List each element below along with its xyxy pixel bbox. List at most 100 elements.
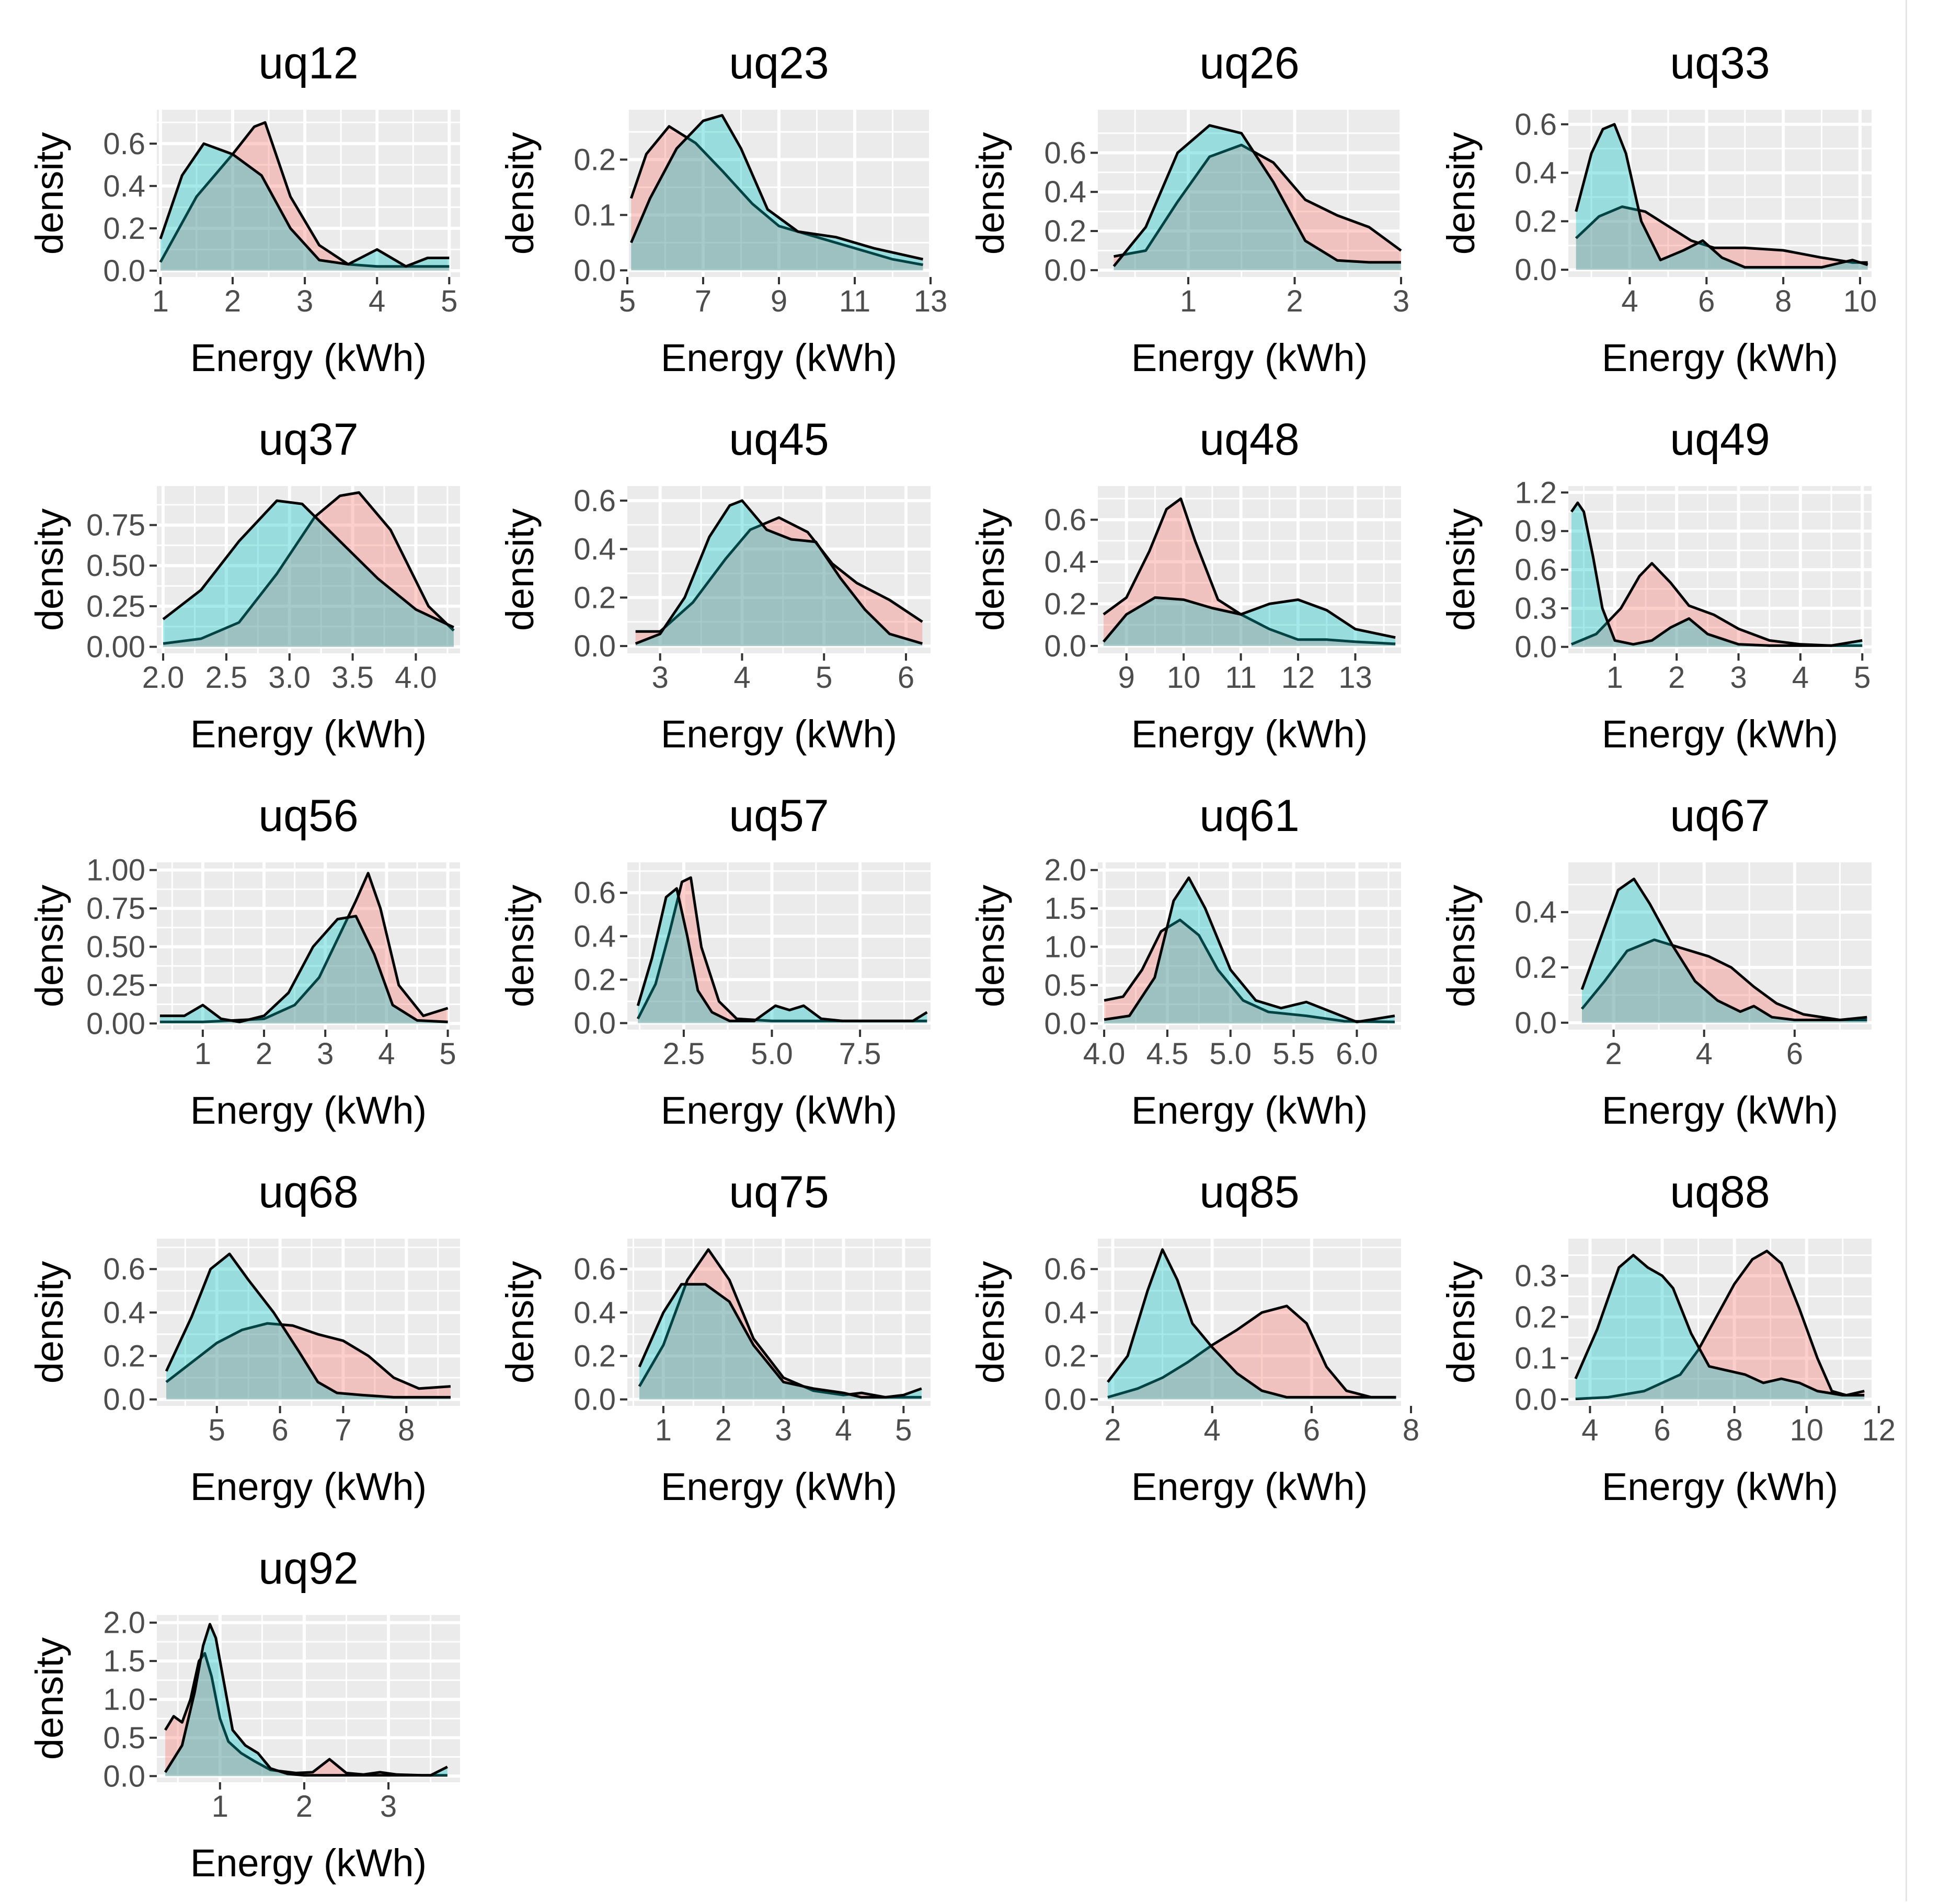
x-tick-label: 4 <box>1581 1413 1598 1447</box>
panel-title: uq68 <box>258 1167 358 1217</box>
density-line-b <box>159 915 448 1023</box>
x-tick-label: 1 <box>152 284 169 318</box>
x-tick-label: 2 <box>1104 1413 1121 1447</box>
y-tick-label: 0.2 <box>1515 204 1557 238</box>
x-axis-label: Energy (kWh) <box>661 1465 897 1508</box>
density-line-b <box>630 114 924 261</box>
x-axis-label: Energy (kWh) <box>1131 1089 1368 1132</box>
y-axis-label: density <box>969 132 1012 255</box>
y-tick-label: 0.25 <box>86 590 145 624</box>
panel-title: uq92 <box>258 1543 358 1594</box>
x-tick-label: 2 <box>1286 284 1303 318</box>
x-tick-label: 4 <box>733 661 750 695</box>
x-axis-label: Energy (kWh) <box>661 712 897 756</box>
y-tick-label: 0.2 <box>573 1339 616 1373</box>
y-tick-label: 0.0 <box>1044 629 1086 663</box>
x-tick-label: 6 <box>1698 284 1715 318</box>
y-tick-label: 0.0 <box>103 254 145 288</box>
x-tick-label: 2 <box>224 284 241 318</box>
x-axis-label: Energy (kWh) <box>1131 336 1368 379</box>
density-area-b <box>165 1624 448 1776</box>
facet-uq49: 1 2 3 4 5 0.0 0.3 0.6 0.9 1.2 uq49 Energy (kWh) dens… <box>1439 414 1872 756</box>
panel-title: uq12 <box>258 38 358 88</box>
x-tick-label: 4 <box>1792 661 1809 695</box>
x-tick-label: 2 <box>296 1790 313 1824</box>
facet-uq57: 2.5 5.0 7.5 0.0 0.2 0.4 0.6 uq57 Energy (kWh) den… <box>498 791 931 1132</box>
facet-uq88: 4 6 8 10 12 0.0 0.1 0.2 0.3 uq88 Energy (kWh) densi… <box>1439 1167 1896 1508</box>
y-tick-label: 0.2 <box>573 963 616 997</box>
x-tick-label: 5 <box>1854 661 1871 695</box>
y-tick-label: 0.4 <box>573 919 616 953</box>
facet-uq61: 4.0 4.5 5.0 5.5 6.0 0.0 0.5 1.0 1.5 2.0 uq61 Energy… <box>969 791 1401 1132</box>
panel-title: uq49 <box>1670 414 1770 465</box>
x-tick-label: 10 <box>1167 661 1201 695</box>
facet-uq26: 1 2 3 0.0 0.2 0.4 0.6 uq26 Energy (kWh) density <box>969 38 1409 379</box>
density-area-b <box>635 500 923 647</box>
y-tick-label: 0.4 <box>573 533 616 567</box>
y-tick-label: 0.0 <box>1044 1007 1086 1041</box>
y-tick-label: 0.6 <box>1044 1252 1086 1286</box>
x-tick-label: 3 <box>652 661 669 695</box>
x-tick-label: 4 <box>369 284 385 318</box>
x-tick-label: 5 <box>439 1037 456 1071</box>
x-axis-label: Energy (kWh) <box>1602 1465 1838 1508</box>
x-tick-label: 12 <box>1862 1413 1896 1447</box>
density-area-a <box>1108 1306 1396 1400</box>
x-axis-label: Energy (kWh) <box>1602 336 1838 379</box>
density-area-a <box>1582 940 1867 1023</box>
y-axis-label: density <box>28 1637 71 1760</box>
panel-title: uq33 <box>1670 38 1770 88</box>
density-area-b <box>160 143 450 271</box>
y-tick-label: 0.4 <box>573 1296 616 1330</box>
density-line-a <box>1114 143 1402 258</box>
y-tick-label: 0.0 <box>1515 1382 1557 1416</box>
density-line-b <box>638 1283 922 1399</box>
facet-uq48: 9 10 11 12 13 0.0 0.2 0.4 0.6 uq48 Energy (kWh) den… <box>969 414 1401 756</box>
density-area-a <box>1571 563 1863 647</box>
density-line-b <box>1107 1248 1396 1399</box>
y-tick-label: 0.2 <box>1515 951 1557 985</box>
x-axis-label: Energy (kWh) <box>190 1841 427 1885</box>
y-tick-label: 0.75 <box>86 509 145 543</box>
x-tick-label: 4 <box>378 1037 395 1071</box>
density-line-b <box>1580 878 1867 1021</box>
density-line-b <box>1102 596 1396 643</box>
density-area-b <box>163 501 454 647</box>
x-tick-label: 3 <box>296 284 313 318</box>
y-axis-label: density <box>28 1261 71 1383</box>
y-tick-label: 2.0 <box>1044 853 1086 887</box>
panel-title: uq57 <box>729 791 829 841</box>
panel-title: uq61 <box>1199 791 1299 841</box>
y-tick-label: 0.6 <box>103 127 145 161</box>
density-area-a <box>1104 920 1395 1024</box>
x-tick-label: 3 <box>1393 284 1409 318</box>
density-area-b <box>639 1284 922 1400</box>
density-area-a <box>631 126 923 271</box>
x-tick-label: 1 <box>194 1037 211 1071</box>
x-tick-label: 2 <box>256 1037 272 1071</box>
y-tick-label: 0.6 <box>573 1252 616 1286</box>
density-area-b <box>631 115 923 271</box>
y-tick-label: 0.0 <box>573 629 616 663</box>
panel-title: uq67 <box>1670 791 1770 841</box>
y-tick-label: 0.2 <box>573 143 616 177</box>
density-area-a <box>165 1653 448 1776</box>
y-tick-label: 0.5 <box>103 1721 145 1755</box>
density-area-b <box>166 1254 451 1400</box>
x-tick-label: 8 <box>1726 1413 1742 1447</box>
x-tick-label: 9 <box>771 284 787 318</box>
facet-uq12: 1 2 3 4 5 0.0 0.2 0.4 0.6 uq12 Energy (kWh) density <box>28 38 460 379</box>
x-tick-label: 4.5 <box>1146 1037 1189 1071</box>
y-tick-label: 0.1 <box>1515 1342 1557 1376</box>
x-axis-label: Energy (kWh) <box>190 1089 427 1132</box>
facet-uq45: 3 4 5 6 0.0 0.2 0.4 0.6 uq45 Energy (kWh) density <box>498 414 931 756</box>
density-line-a <box>1575 1250 1865 1401</box>
x-tick-label: 7 <box>335 1413 351 1447</box>
x-axis-label: Energy (kWh) <box>1602 1089 1838 1132</box>
panel-title: uq45 <box>729 414 829 465</box>
y-axis-label: density <box>1439 132 1483 255</box>
y-axis-label: density <box>1439 885 1483 1007</box>
density-line-b <box>636 887 928 1022</box>
x-tick-label: 11 <box>839 284 870 318</box>
density-area-b <box>159 916 448 1024</box>
